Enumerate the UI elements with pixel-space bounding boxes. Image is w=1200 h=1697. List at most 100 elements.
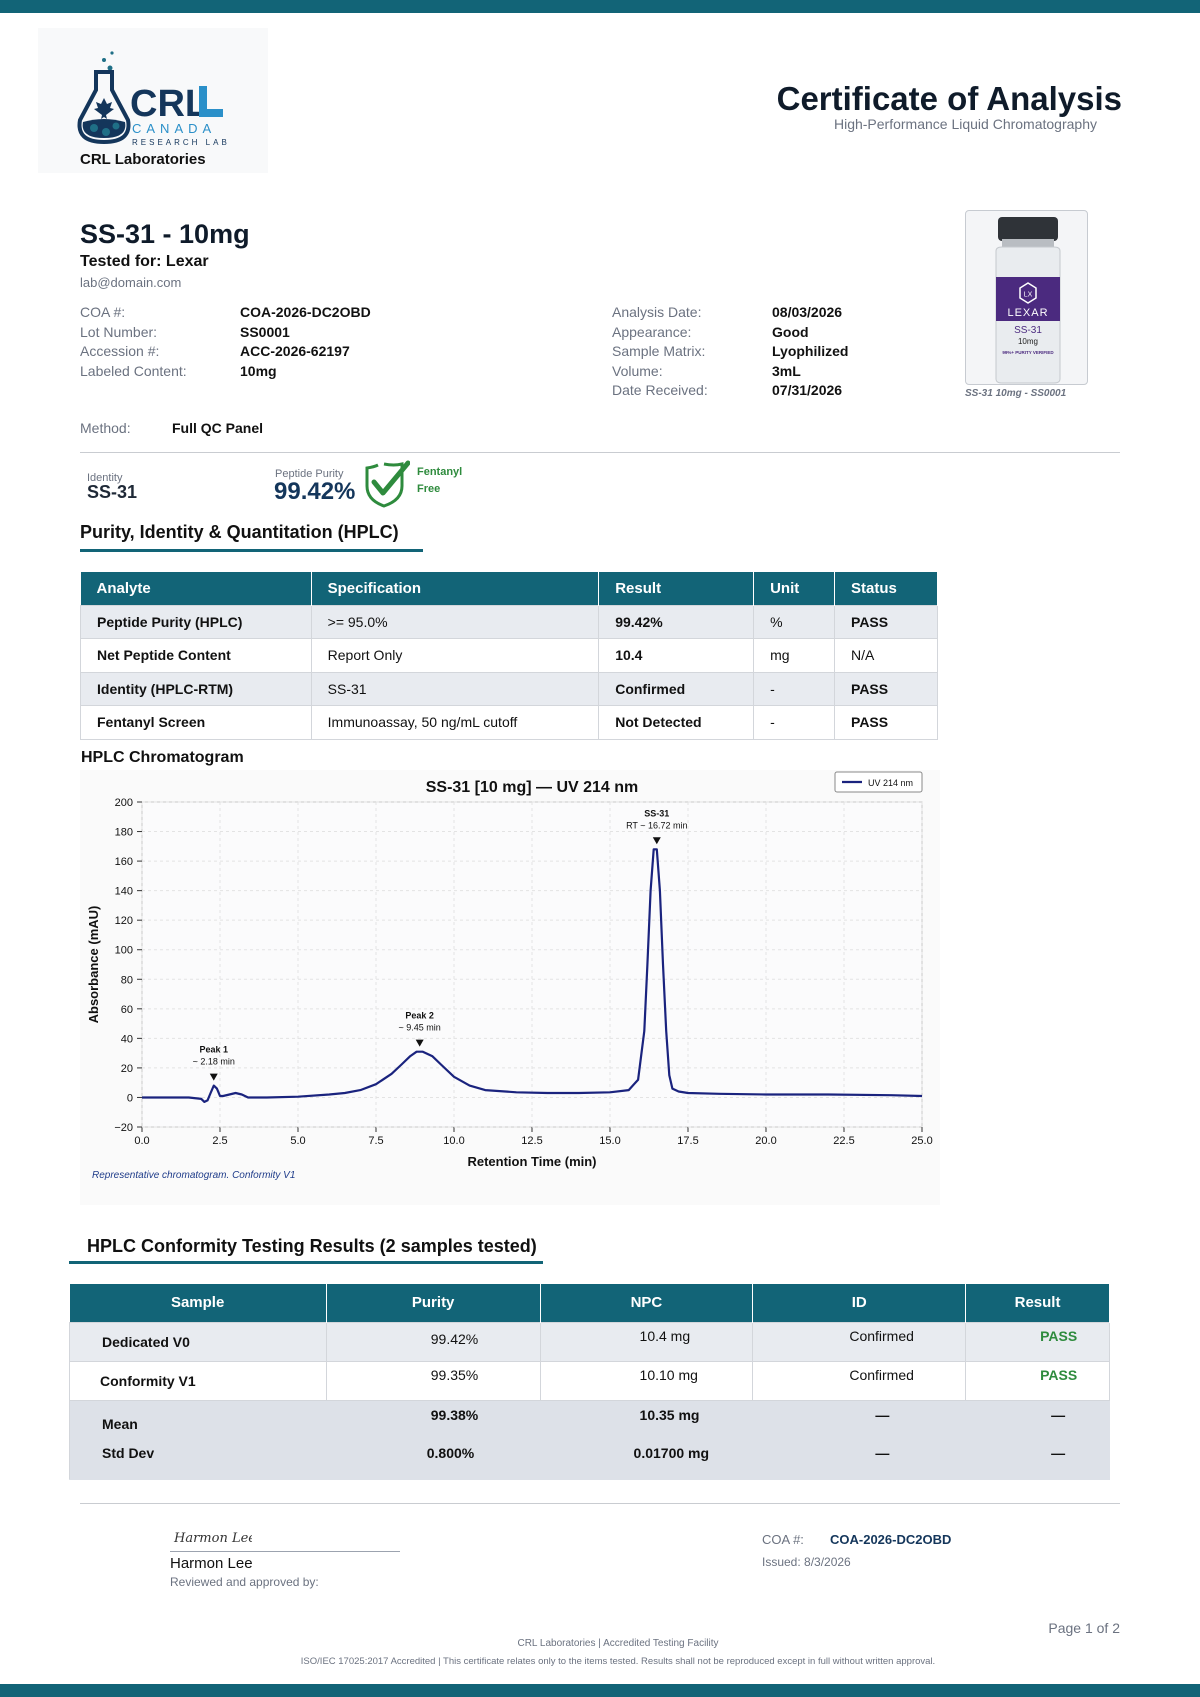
x-tick-label: 0.0 bbox=[134, 1135, 149, 1147]
chart-title: SS-31 [10 mg] — UV 214 nm bbox=[426, 779, 639, 796]
signer-role: Reviewed and approved by: bbox=[170, 1575, 319, 1589]
method-label: Method: bbox=[80, 420, 131, 436]
client-email[interactable]: lab@domain.com bbox=[80, 275, 182, 290]
legend-label: UV 214 nm bbox=[868, 778, 913, 788]
identity-label: Identity bbox=[87, 472, 123, 484]
svg-text:SS-31: SS-31 bbox=[1014, 325, 1042, 336]
x-tick-label: 12.5 bbox=[521, 1135, 542, 1147]
svg-text:99%+ PURITY VERIFIED: 99%+ PURITY VERIFIED bbox=[1002, 350, 1054, 355]
y-tick-label: 120 bbox=[115, 915, 133, 927]
column-header[interactable]: Unit bbox=[753, 572, 836, 605]
check-shield-icon bbox=[365, 460, 410, 508]
x-tick-label: 20.0 bbox=[755, 1135, 776, 1147]
page-number: Page 1 of 2 bbox=[1048, 1620, 1120, 1636]
column-header[interactable]: ID bbox=[752, 1284, 967, 1322]
column-header[interactable]: NPC bbox=[540, 1284, 754, 1322]
column-header[interactable]: Specification bbox=[311, 572, 600, 605]
top-accent-bar bbox=[0, 0, 1200, 13]
peptide-purity-label: Peptide Purity bbox=[275, 468, 344, 480]
conformity-table: Sample Purity NPC ID Result Dedicated V0… bbox=[69, 1284, 1110, 1480]
column-header[interactable]: Result bbox=[965, 1284, 1110, 1322]
tested-for: Tested for: Lexar bbox=[80, 253, 209, 270]
peak-label: Peak 2 bbox=[405, 1011, 434, 1021]
status-badge: PASS bbox=[1040, 1366, 1078, 1383]
table-row: Identity (HPLC-RTM) SS-31 Confirmed - PA… bbox=[80, 671, 938, 706]
product-name: SS-31 - 10mg bbox=[80, 219, 250, 249]
table-row: Fentanyl Screen Immunoassay, 50 ng/mL cu… bbox=[80, 705, 938, 740]
divider bbox=[80, 1503, 1120, 1504]
identity-value: SS-31 bbox=[87, 482, 138, 502]
lab-logo-panel: CRL CANADA RESEARCH LAB CRL Laboratories bbox=[38, 28, 268, 173]
certificate-subtitle: High-Performance Liquid Chromatography bbox=[833, 116, 1097, 132]
meta-right: Analysis Date: 08/03/2026 Appearance: Good… bbox=[612, 304, 942, 402]
y-tick-label: 80 bbox=[121, 974, 133, 986]
svg-text:10mg: 10mg bbox=[1018, 337, 1038, 346]
column-header[interactable]: Result bbox=[598, 572, 755, 605]
y-tick-label: 180 bbox=[115, 827, 133, 839]
y-axis-label: Absorbance (mAU) bbox=[86, 906, 101, 1024]
section-underline bbox=[80, 549, 423, 552]
meta-row-analysis-date: Analysis Date: 08/03/2026 bbox=[612, 304, 843, 320]
signature-line bbox=[170, 1551, 400, 1552]
column-header[interactable]: Status bbox=[834, 572, 938, 605]
signature-image: Harmon Lee bbox=[173, 1531, 252, 1546]
table-header-row: Analyte Specification Result Unit Status bbox=[80, 572, 938, 605]
status-badge: PASS bbox=[834, 705, 938, 740]
table-row: Conformity V1 99.35% 10.10 mg Confirmed … bbox=[69, 1360, 1110, 1401]
results-table: Analyte Specification Result Unit Status… bbox=[80, 572, 938, 740]
x-tick-label: 5.0 bbox=[290, 1135, 305, 1147]
lab-name: CRL Laboratories bbox=[80, 151, 206, 168]
x-tick-label: 17.5 bbox=[677, 1135, 698, 1147]
meta-row-labeled-content: Labeled Content: 10mg bbox=[80, 362, 277, 379]
meta-row-sample-matrix: Sample Matrix: Lyophilized bbox=[612, 343, 849, 359]
column-header[interactable]: Sample bbox=[69, 1284, 327, 1322]
column-header[interactable]: Purity bbox=[326, 1284, 541, 1322]
section-underline bbox=[69, 1261, 543, 1264]
y-tick-label: 0 bbox=[127, 1092, 133, 1104]
svg-text:Harmon Lee: Harmon Lee bbox=[173, 1531, 252, 1546]
column-header[interactable]: Analyte bbox=[80, 572, 312, 605]
peak-label: ~ 2.18 min bbox=[193, 1057, 235, 1067]
chromatogram-chart: 0.0 2.5 5.0 7.5 10.0 12.5 15.0 17.5 20.0 22.5 25.0… bbox=[80, 770, 940, 1205]
x-tick-label: 22.5 bbox=[833, 1135, 854, 1147]
peak-marker bbox=[209, 1073, 218, 1081]
section-title-purity: Purity, Identity & Quantitation (HPLC) bbox=[80, 522, 399, 542]
vial-icon: LX LEXAR SS-31 10mg 99%+ PURITY VERIFIED bbox=[995, 217, 1061, 384]
vial-caption: SS-31 10mg - SS0001 bbox=[965, 388, 1067, 399]
peak-marker bbox=[652, 837, 661, 845]
peak-marker bbox=[415, 1039, 424, 1047]
chromatogram-svg: 0.0 2.5 5.0 7.5 10.0 12.5 15.0 17.5 20.0 22.5 25.0… bbox=[80, 770, 940, 1205]
status-badge: N/A bbox=[834, 638, 938, 673]
method-value: Full QC Panel bbox=[172, 420, 264, 436]
footer-coa-label: COA #: bbox=[762, 1532, 804, 1547]
meta-row-coa: COA #: COA-2026-DC2OBD bbox=[80, 304, 371, 320]
y-tick-label: 200 bbox=[115, 797, 133, 809]
svg-text:RESEARCH LAB: RESEARCH LAB bbox=[132, 138, 230, 147]
y-tick-label: 140 bbox=[115, 886, 133, 898]
table-row: Net Peptide Content Report Only 10.4 mg … bbox=[80, 638, 938, 673]
legend-box bbox=[834, 771, 923, 793]
x-tick-label: 25.0 bbox=[911, 1135, 932, 1147]
summary-row: Mean Std Dev 99.38% 0.800% 10.35 mg 0.01… bbox=[69, 1399, 1110, 1480]
svg-text:LX: LX bbox=[1024, 292, 1033, 299]
certificate-title: Certificate of Analysis bbox=[776, 80, 1122, 117]
meta-row-lot: Lot Number: SS0001 bbox=[80, 323, 290, 340]
section-title-conformity: HPLC Conformity Testing Results (2 sampl… bbox=[87, 1236, 537, 1256]
y-tick-label: 100 bbox=[115, 945, 133, 957]
footer-coa-value: COA-2026-DC2OBD bbox=[830, 1532, 952, 1547]
table-header-row: Sample Purity NPC ID Result bbox=[69, 1284, 1110, 1322]
peak-label: RT ~ 16.72 min bbox=[626, 820, 687, 830]
fentanyl-free-line1: Fentanyl bbox=[417, 466, 463, 478]
svg-text:CANADA: CANADA bbox=[132, 121, 216, 136]
x-axis-label: Retention Time (min) bbox=[467, 1154, 596, 1169]
product-vial-image: LX LEXAR SS-31 10mg 99%+ PURITY VERIFIED bbox=[965, 210, 1088, 385]
svg-text:LEXAR: LEXAR bbox=[1007, 307, 1048, 319]
peptide-purity-value: 99.42% bbox=[274, 478, 356, 505]
peak-label: SS-31 bbox=[644, 808, 669, 818]
table-row: Dedicated V0 99.42% 10.4 mg Confirmed PA… bbox=[69, 1321, 1110, 1362]
footer-line-2: ISO/IEC 17025:2017 Accredited | This cer… bbox=[300, 1656, 936, 1667]
meta-row-accession: Accession #: ACC-2026-62197 bbox=[80, 343, 350, 359]
y-tick-label: 160 bbox=[115, 856, 133, 868]
crl-logo-icon: CRL CANADA RESEARCH LAB bbox=[77, 51, 230, 147]
status-badge: PASS bbox=[834, 671, 938, 706]
